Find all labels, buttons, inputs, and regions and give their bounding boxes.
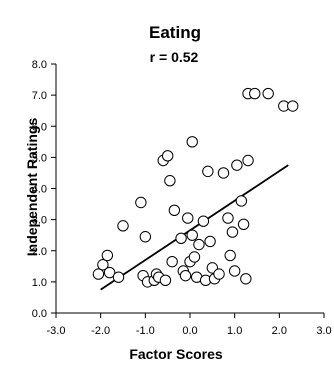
data-point bbox=[182, 212, 194, 224]
x-tick-label: -3.0 bbox=[47, 325, 66, 337]
data-point bbox=[179, 269, 192, 282]
data-point bbox=[161, 150, 174, 162]
data-point bbox=[112, 271, 125, 283]
data-point bbox=[226, 226, 239, 238]
data-point bbox=[249, 87, 261, 100]
y-tick-label: 1.0 bbox=[32, 277, 47, 289]
x-tick-label: -2.0 bbox=[91, 325, 110, 337]
data-point bbox=[164, 175, 176, 187]
regression bbox=[100, 164, 289, 291]
x-tick-label: 0.0 bbox=[182, 325, 197, 337]
data-point bbox=[237, 218, 250, 230]
data-point bbox=[240, 273, 252, 285]
x-tick-label: 1.0 bbox=[227, 325, 242, 337]
data-point bbox=[97, 259, 109, 271]
data-point bbox=[217, 167, 230, 179]
data-point bbox=[103, 266, 116, 279]
data-point bbox=[168, 204, 181, 216]
regression-line bbox=[100, 164, 289, 291]
data-point bbox=[193, 238, 205, 251]
data-point bbox=[92, 268, 105, 280]
data-point bbox=[135, 196, 147, 209]
data-point bbox=[186, 229, 198, 241]
y-tick-label: 6.0 bbox=[32, 121, 47, 133]
axis-ticks: 0.0 1.0 2.0 3.0 4.0 5.0 6.0 7.0 8.0 -3.0 -2.0 -1.0 0… bbox=[32, 59, 332, 337]
x-tick-label: 3.0 bbox=[316, 325, 331, 337]
chart-subtitle: r = 0.52 bbox=[150, 49, 199, 65]
data-point bbox=[204, 235, 216, 248]
y-tick-label: 2.0 bbox=[32, 246, 47, 258]
y-tick-label: 7.0 bbox=[32, 90, 47, 102]
x-tick-label: -1.0 bbox=[136, 325, 155, 337]
data-point bbox=[188, 251, 201, 263]
data-point bbox=[213, 268, 225, 280]
y-tick-label: 8.0 bbox=[32, 59, 47, 71]
data-point bbox=[224, 249, 236, 262]
data-point bbox=[117, 220, 129, 232]
data-point bbox=[262, 87, 274, 100]
data-point bbox=[231, 159, 243, 171]
chart-title: Eating bbox=[149, 23, 201, 42]
data-point bbox=[175, 232, 187, 245]
x-axis-title: Factor Scores bbox=[129, 346, 223, 362]
data-point bbox=[139, 231, 152, 243]
data-point bbox=[202, 165, 214, 178]
data-point bbox=[228, 265, 241, 277]
data-point bbox=[186, 136, 198, 148]
data-point bbox=[166, 255, 178, 268]
data-point bbox=[197, 215, 210, 227]
data-point bbox=[242, 154, 254, 167]
x-tick-label: 2.0 bbox=[272, 325, 287, 337]
y-tick-label: 0.0 bbox=[32, 308, 47, 320]
y-tick-label: 3.0 bbox=[32, 215, 47, 227]
data-point bbox=[101, 249, 114, 262]
data-point bbox=[222, 212, 234, 224]
data-point bbox=[235, 195, 248, 207]
data-point bbox=[287, 100, 299, 112]
y-axis-title: Independent Ratings bbox=[24, 118, 40, 257]
data-point bbox=[159, 274, 172, 287]
y-tick-label: 4.0 bbox=[32, 184, 47, 196]
y-tick-label: 5.0 bbox=[32, 152, 47, 164]
data-points bbox=[92, 87, 299, 288]
